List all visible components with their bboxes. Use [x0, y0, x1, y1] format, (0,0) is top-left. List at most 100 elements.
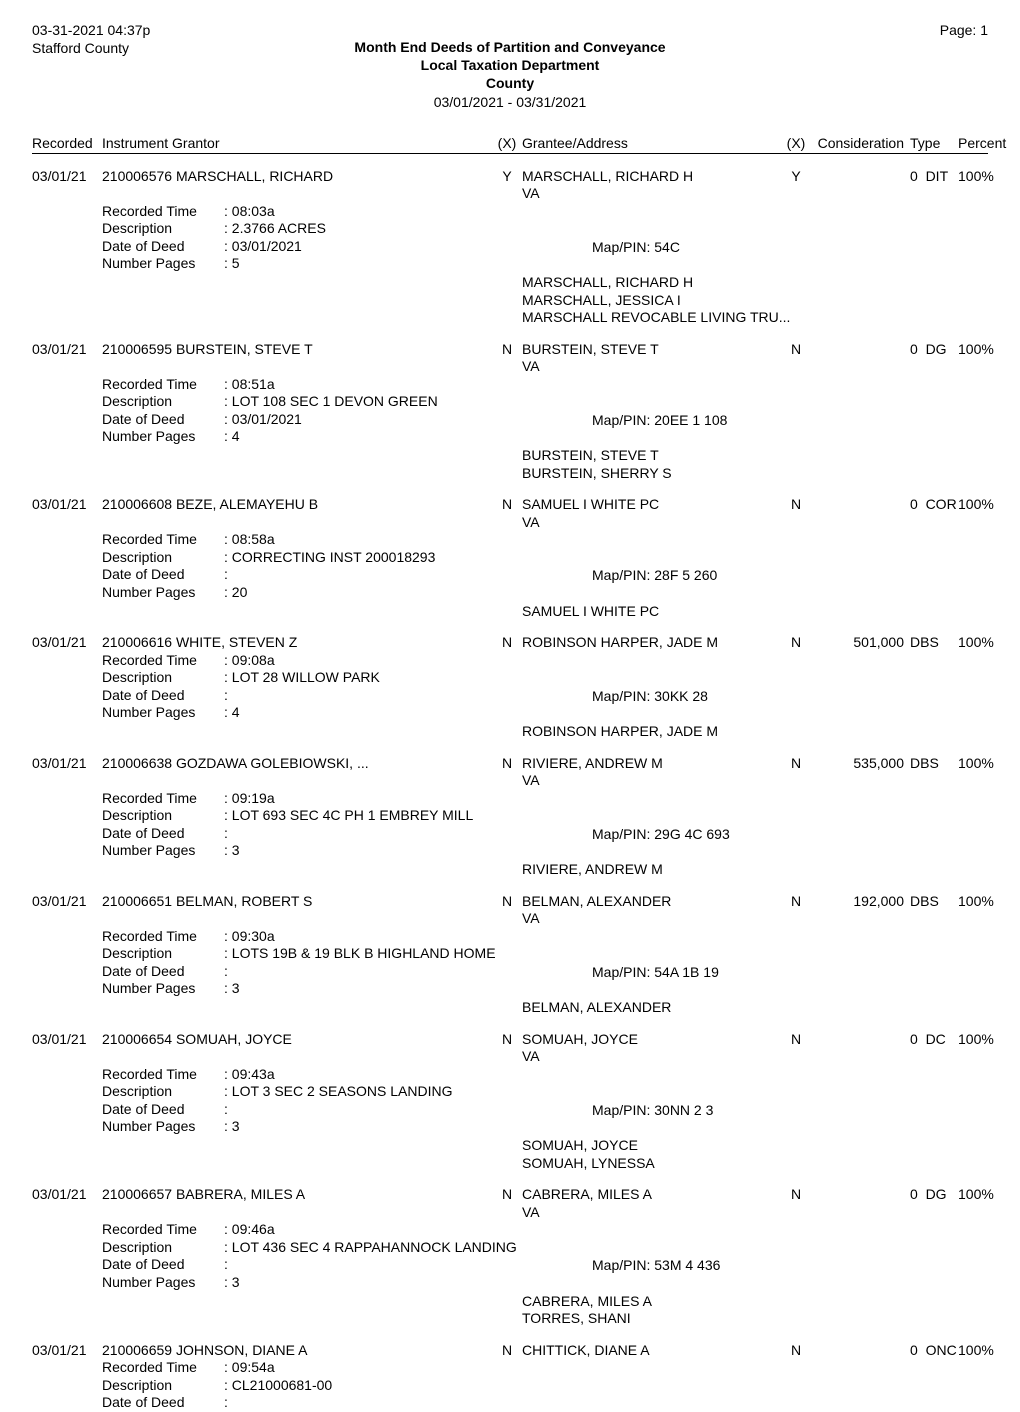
label-recorded-time: Recorded Time: [102, 531, 224, 549]
other-grantee-name: SOMUAH, JOYCE: [522, 1137, 988, 1155]
recorded-date: 03/01/21: [32, 1186, 102, 1204]
type-value: 0 DC: [910, 1031, 958, 1049]
recorded-date: 03/01/21: [32, 893, 102, 911]
title-line1: Month End Deeds of Partition and Conveya…: [32, 38, 988, 56]
type-value: 0 DG: [910, 1186, 958, 1204]
entry: 03/01/21210006608 BEZE, ALEMAYEHU BNSAMU…: [32, 496, 988, 620]
percent-value: 100%: [958, 341, 994, 359]
x2-value: N: [782, 1031, 810, 1049]
percent-value: 100%: [958, 496, 994, 514]
label-description: Description: [102, 1377, 224, 1395]
percent-value: 100%: [958, 1342, 994, 1360]
value-description: : LOT 28 WILLOW PARK: [224, 669, 988, 687]
value-description: : 2.3766 ACRES: [224, 220, 988, 238]
percent-value: 100%: [958, 168, 994, 186]
entry-row2: VA: [32, 514, 988, 532]
value-description: : LOT 108 SEC 1 DEVON GREEN: [224, 393, 988, 411]
col-instrument-grantor: Instrument Grantor: [102, 135, 492, 151]
entry-row2: VA: [32, 358, 988, 376]
title-line3: County: [32, 74, 988, 92]
instrument-grantor: 210006654 SOMUAH, JOYCE: [102, 1031, 492, 1049]
consideration-value: 535,000: [810, 755, 910, 773]
instrument-grantor: 210006638 GOZDAWA GOLEBIOWSKI, ...: [102, 755, 492, 773]
recorded-date: 03/01/21: [32, 634, 102, 652]
label-recorded-time: Recorded Time: [102, 1066, 224, 1084]
entry-meta: Recorded Time: 08:03aDescription: 2.3766…: [32, 203, 988, 273]
other-grantee-name: RIVIERE, ANDREW M: [522, 861, 988, 879]
value-description: : LOTS 19B & 19 BLK B HIGHLAND HOME: [224, 945, 988, 963]
value-number-pages: : 4: [224, 428, 988, 446]
col-type: Type: [910, 135, 958, 151]
label-description: Description: [102, 807, 224, 825]
header-left: 03-31-2021 04:37p Stafford County: [32, 22, 150, 57]
entry-row1: 03/01/21210006595 BURSTEIN, STEVE TNBURS…: [32, 341, 988, 359]
x1-value: N: [492, 634, 522, 652]
entry-meta: Recorded Time: 08:51aDescription: LOT 10…: [32, 376, 988, 446]
grantee-line2: VA: [522, 1204, 782, 1222]
map-pin-row: Map/PIN: 29G 4C 693: [32, 826, 988, 844]
grantee-line2: VA: [522, 514, 782, 532]
header-title: Month End Deeds of Partition and Conveya…: [32, 22, 988, 111]
other-grantee-name: SOMUAH, LYNESSA: [522, 1155, 988, 1173]
x1-value: N: [492, 755, 522, 773]
grantee-line2: VA: [522, 1048, 782, 1066]
timestamp: 03-31-2021 04:37p: [32, 22, 150, 40]
entries-container: 03/01/21210006576 MARSCHALL, RICHARDYMAR…: [32, 168, 988, 1412]
x1-value: Y: [492, 168, 522, 186]
label-description: Description: [102, 393, 224, 411]
x1-value: N: [492, 496, 522, 514]
grantee-line1: BELMAN, ALEXANDER: [522, 893, 782, 911]
type-value: DBS: [910, 634, 958, 652]
recorded-date: 03/01/21: [32, 168, 102, 186]
label-recorded-time: Recorded Time: [102, 376, 224, 394]
county: Stafford County: [32, 40, 150, 58]
label-number-pages: Number Pages: [102, 1118, 224, 1136]
value-recorded-time: : 09:54a: [224, 1359, 988, 1377]
value-recorded-time: : 09:46a: [224, 1221, 988, 1239]
other-grantee-name: CABRERA, MILES A: [522, 1293, 988, 1311]
label-description: Description: [102, 1083, 224, 1101]
grantee-line1: BURSTEIN, STEVE T: [522, 341, 782, 359]
label-recorded-time: Recorded Time: [102, 928, 224, 946]
grantee-line2: VA: [522, 772, 782, 790]
grantee-line1: SAMUEL I WHITE PC: [522, 496, 782, 514]
entry: 03/01/21210006654 SOMUAH, JOYCENSOMUAH, …: [32, 1031, 988, 1173]
consideration-value: [810, 1186, 910, 1204]
instrument-grantor: 210006595 BURSTEIN, STEVE T: [102, 341, 492, 359]
other-grantee-name: MARSCHALL, RICHARD H: [522, 274, 988, 292]
entry-left-block: 03/01/21210006595 BURSTEIN, STEVE T: [32, 341, 492, 359]
label-number-pages: Number Pages: [102, 704, 224, 722]
x1-value: N: [492, 1342, 522, 1360]
value-recorded-time: : 09:19a: [224, 790, 988, 808]
other-grantees: SOMUAH, JOYCESOMUAH, LYNESSA: [32, 1137, 988, 1172]
consideration-value: [810, 341, 910, 359]
value-recorded-time: : 09:08a: [224, 652, 988, 670]
x2-value: N: [782, 1342, 810, 1360]
label-recorded-time: Recorded Time: [102, 1359, 224, 1377]
entry: 03/01/21210006659 JOHNSON, DIANE ANCHITT…: [32, 1342, 988, 1412]
label-number-pages: Number Pages: [102, 980, 224, 998]
grantee-line1: CABRERA, MILES A: [522, 1186, 782, 1204]
grantee-line2: VA: [522, 358, 782, 376]
other-grantees: ROBINSON HARPER, JADE M: [32, 723, 988, 741]
map-pin-row: Map/PIN: 53M 4 436: [32, 1257, 988, 1275]
label-description: Description: [102, 945, 224, 963]
map-pin-value: Map/PIN: 28F 5 260: [592, 567, 988, 585]
instrument-grantor: 210006616 WHITE, STEVEN Z: [102, 634, 492, 652]
other-grantee-name: SAMUEL I WHITE PC: [522, 603, 988, 621]
other-grantee-name: MARSCHALL, JESSICA I: [522, 292, 988, 310]
date-range: 03/01/2021 - 03/31/2021: [32, 93, 988, 111]
label-recorded-time: Recorded Time: [102, 1221, 224, 1239]
other-grantee-name: TORRES, SHANI: [522, 1310, 988, 1328]
consideration-value: [810, 168, 910, 186]
consideration-value: 501,000: [810, 634, 910, 652]
grantee-line2: VA: [522, 185, 782, 203]
other-grantee-name: BELMAN, ALEXANDER: [522, 999, 988, 1017]
entry-left-block: 03/01/21210006651 BELMAN, ROBERT S: [32, 893, 492, 911]
other-grantees: MARSCHALL, RICHARD HMARSCHALL, JESSICA I…: [32, 274, 988, 327]
column-header-row: Recorded Instrument Grantor (X) Grantee/…: [32, 135, 988, 154]
other-grantee-name: BURSTEIN, STEVE T: [522, 447, 988, 465]
type-value: DBS: [910, 755, 958, 773]
value-recorded-time: : 09:43a: [224, 1066, 988, 1084]
map-pin-value: Map/PIN: 29G 4C 693: [592, 826, 988, 844]
